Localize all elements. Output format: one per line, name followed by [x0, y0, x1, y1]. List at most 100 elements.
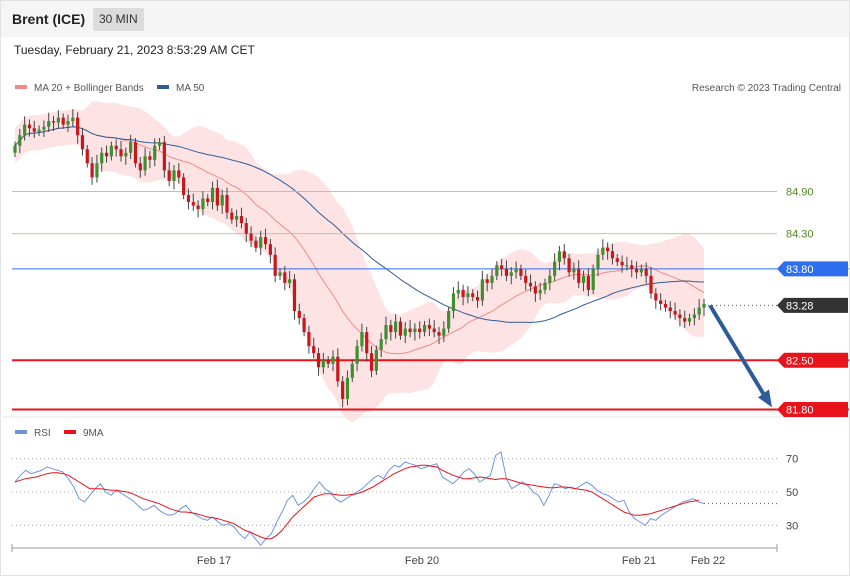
candle	[210, 181, 215, 210]
candle	[124, 147, 128, 165]
candle-body	[66, 121, 70, 125]
candle	[442, 321, 446, 342]
candle	[365, 326, 369, 362]
candle	[697, 299, 701, 320]
candle-body	[615, 258, 619, 262]
level-tag-83-80: 83.80	[777, 261, 848, 277]
legend-swatch-rsi	[15, 430, 27, 434]
candle	[71, 109, 75, 127]
candle-body	[225, 194, 229, 213]
candle-body	[350, 363, 354, 378]
candle	[249, 226, 253, 248]
candle-body	[610, 251, 615, 259]
legend-swatch-ma20	[15, 85, 27, 89]
candle	[581, 270, 586, 292]
candle-body	[235, 216, 239, 220]
candle-body	[548, 275, 552, 283]
candle	[630, 260, 634, 278]
candle-body	[316, 353, 321, 368]
candle-body	[485, 279, 489, 283]
candle-body	[85, 149, 89, 164]
candle-body	[360, 332, 364, 347]
candle-body	[668, 307, 672, 312]
candle	[471, 289, 475, 302]
candle-body	[268, 244, 272, 255]
candle	[538, 282, 542, 300]
level-tag-bg	[777, 352, 848, 368]
candle-body	[398, 321, 403, 336]
candle-body	[490, 275, 494, 283]
candle	[321, 352, 325, 374]
candle	[95, 154, 99, 183]
candle-body	[345, 377, 350, 399]
forecast-arrow-head	[758, 389, 772, 408]
candle-body	[697, 307, 701, 315]
candle-body	[254, 240, 258, 248]
candle	[663, 299, 668, 312]
candle-body	[71, 117, 75, 122]
candle	[548, 269, 552, 291]
candle-body	[586, 275, 590, 290]
candle	[432, 320, 436, 338]
time-tick-label-feb-20: Feb 20	[405, 555, 439, 567]
candle-body	[427, 325, 431, 329]
time-tick-label-feb-21: Feb 21	[622, 555, 656, 567]
candle	[490, 268, 494, 290]
candle-body	[182, 177, 186, 195]
candle	[167, 161, 171, 187]
candle-body	[461, 289, 465, 297]
candle-body	[644, 268, 648, 276]
candle-body	[167, 170, 171, 181]
candle	[437, 326, 441, 345]
level-tag-bg	[777, 297, 848, 313]
candle	[625, 256, 629, 271]
candle	[302, 313, 306, 337]
candle-body	[659, 300, 663, 304]
candle	[553, 253, 557, 282]
candle-body	[596, 254, 600, 269]
level-tag-bg	[777, 261, 848, 277]
candle	[341, 376, 345, 408]
candle-body	[480, 279, 484, 301]
candle-body	[577, 268, 581, 283]
candle-body	[312, 346, 316, 354]
candle	[196, 200, 200, 218]
candle	[379, 332, 383, 358]
candle	[649, 267, 653, 299]
candle	[350, 359, 354, 383]
candle	[659, 293, 663, 311]
candle-body	[509, 272, 513, 276]
level-tag-82-50: 82.50	[777, 352, 848, 368]
candle	[355, 339, 359, 372]
candle	[528, 274, 533, 292]
candle-body	[528, 282, 533, 287]
candle	[524, 269, 528, 291]
candle	[398, 317, 403, 340]
rsi-legend: RSI 9MA	[15, 428, 104, 439]
candle-body	[591, 268, 595, 290]
candle-body	[307, 332, 311, 347]
candle	[244, 217, 248, 243]
legend-label-rsi: RSI	[34, 428, 51, 439]
interval-selector[interactable]: 30 MIN	[93, 8, 144, 31]
candle-body	[278, 272, 282, 276]
candle-body	[191, 202, 195, 206]
candle-body	[447, 311, 451, 329]
candle	[18, 128, 22, 154]
candle	[259, 230, 263, 256]
level-tag-84-90: 84.90	[786, 186, 814, 198]
candle-body	[456, 289, 460, 294]
candle	[687, 313, 692, 326]
ma20-line	[14, 126, 705, 355]
candle	[504, 260, 509, 282]
candle-body	[630, 265, 634, 269]
candle-body	[524, 275, 528, 283]
candle	[668, 301, 672, 319]
candle	[104, 145, 109, 163]
candle	[610, 243, 615, 265]
candle-body	[220, 194, 224, 206]
candle	[408, 320, 412, 338]
candle	[654, 288, 658, 309]
